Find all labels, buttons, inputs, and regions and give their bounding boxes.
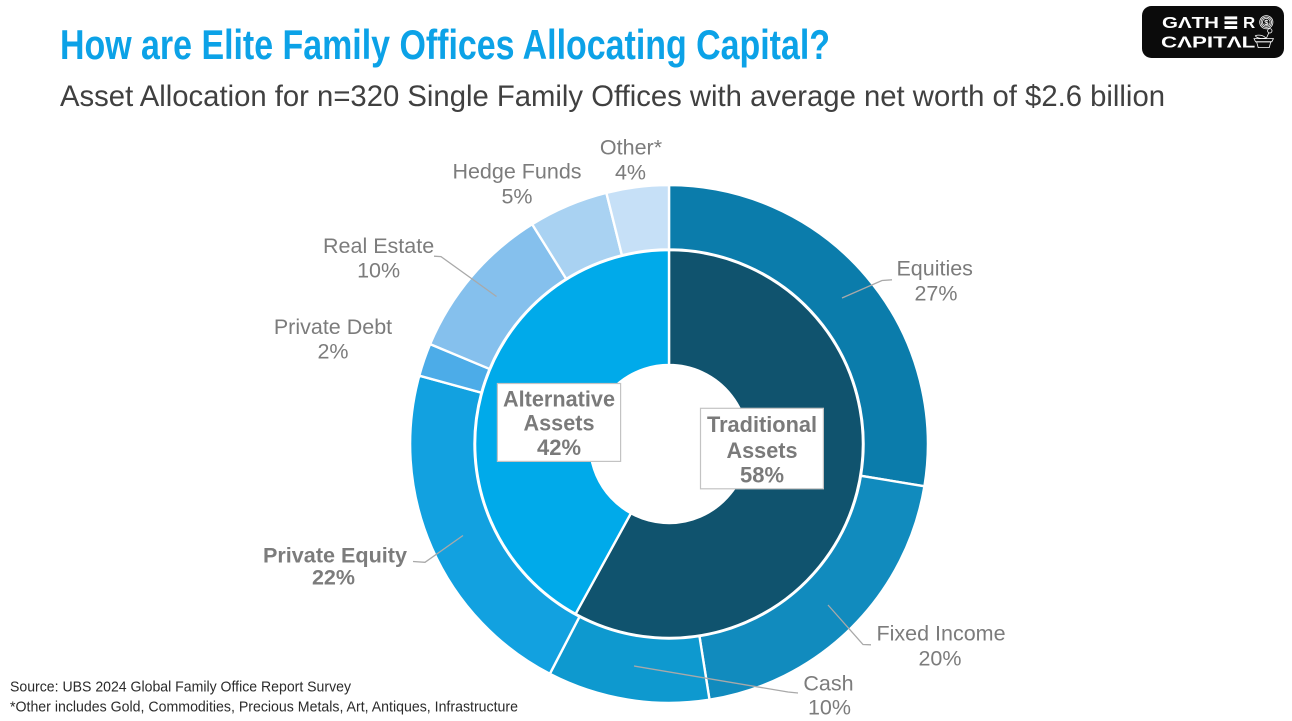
svg-text:58%: 58% — [740, 463, 784, 488]
svg-text:Private Debt: Private Debt — [274, 315, 392, 339]
svg-text:Traditional: Traditional — [707, 412, 817, 437]
svg-text:Asset Allocation for n=320 Sin: Asset Allocation for n=320 Single Family… — [60, 80, 1165, 113]
svg-text:$: $ — [1264, 18, 1269, 27]
svg-text:*Other includes Gold, Commodit: *Other includes Gold, Commodities, Preci… — [10, 699, 518, 716]
svg-text:How are Elite Family Offices A: How are Elite Family Offices Allocating … — [60, 21, 830, 68]
svg-text:Alternative: Alternative — [503, 387, 615, 412]
svg-text:2%: 2% — [317, 340, 348, 364]
svg-text:27%: 27% — [914, 282, 957, 306]
svg-text:10%: 10% — [808, 696, 851, 720]
svg-text:Fixed Income: Fixed Income — [876, 622, 1005, 646]
svg-text:Cash: Cash — [803, 672, 853, 696]
svg-text:5%: 5% — [501, 185, 532, 209]
svg-text:Private Equity: Private Equity — [263, 544, 407, 568]
svg-text:Assets: Assets — [727, 438, 798, 463]
svg-text:10%: 10% — [357, 259, 400, 283]
svg-text:20%: 20% — [918, 647, 961, 671]
svg-text:GΛTH: GΛTH — [1162, 15, 1219, 32]
svg-text:Assets: Assets — [524, 411, 595, 436]
svg-text:Equities: Equities — [896, 257, 973, 281]
svg-text:Real Estate: Real Estate — [323, 234, 434, 258]
svg-text:42%: 42% — [537, 435, 581, 460]
svg-text:CΛPITΛL: CΛPITΛL — [1161, 34, 1256, 51]
svg-text:Hedge Funds: Hedge Funds — [452, 160, 581, 184]
svg-text:Other*: Other* — [600, 136, 663, 160]
svg-text:22%: 22% — [312, 566, 355, 590]
svg-text:Source: UBS 2024 Global Family: Source: UBS 2024 Global Family Office Re… — [10, 679, 351, 696]
svg-text:R: R — [1243, 15, 1256, 32]
svg-text:4%: 4% — [615, 161, 646, 185]
